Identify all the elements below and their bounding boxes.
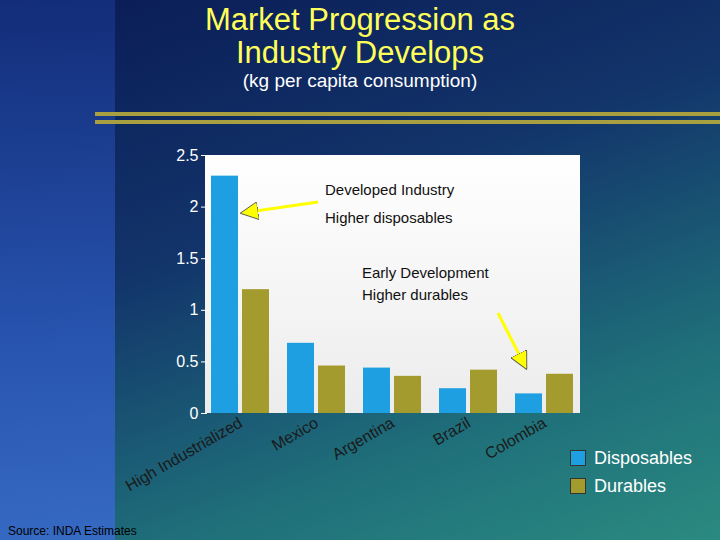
svg-text:2: 2 [190, 198, 199, 215]
html-text:Early Development: Early Development [362, 264, 489, 281]
svg-text:Argentina: Argentina [329, 414, 397, 463]
svg-text:1: 1 [190, 301, 199, 318]
svg-text:Brazil: Brazil [430, 414, 473, 449]
svg-text:0: 0 [190, 405, 199, 422]
svg-text:Mexico: Mexico [269, 414, 321, 454]
html-text:Disposables: Disposables [593, 447, 692, 468]
svg-text:Colombia: Colombia [482, 414, 549, 463]
svg-text:High Industrialized: High Industrialized [123, 414, 245, 495]
svg-text:0.5: 0.5 [176, 353, 198, 370]
svg-text:1.5: 1.5 [176, 250, 198, 267]
html-text:Market Progression as Industry: Market Progression as Industry Develops [204, 2, 516, 71]
html-text:Higher durables: Higher durables [362, 286, 468, 303]
html-text:Durables: Durables [593, 475, 666, 496]
html-text:Source: INDA Estimates: Source: INDA Estimates [8, 524, 137, 538]
html-text:Developed Industry: Developed Industry [325, 181, 455, 198]
html-text:(kg per capita consumption): (kg per capita consumption) [242, 70, 478, 91]
svg-text:2.5: 2.5 [176, 147, 198, 164]
html-text:Higher disposables: Higher disposables [325, 209, 453, 226]
